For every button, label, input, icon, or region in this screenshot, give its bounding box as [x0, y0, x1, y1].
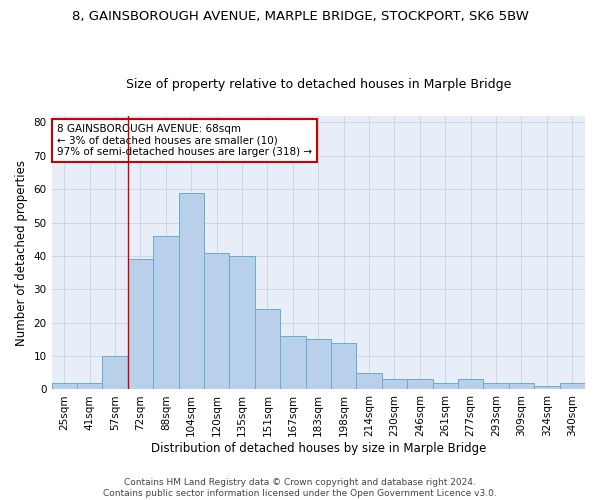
Bar — [280, 336, 305, 390]
Bar — [407, 380, 433, 390]
Text: 8 GAINSBOROUGH AVENUE: 68sqm
← 3% of detached houses are smaller (10)
97% of sem: 8 GAINSBOROUGH AVENUE: 68sqm ← 3% of det… — [57, 124, 312, 157]
Bar — [382, 380, 407, 390]
X-axis label: Distribution of detached houses by size in Marple Bridge: Distribution of detached houses by size … — [151, 442, 486, 455]
Bar — [103, 356, 128, 390]
Bar — [204, 252, 229, 390]
Bar — [560, 383, 585, 390]
Title: Size of property relative to detached houses in Marple Bridge: Size of property relative to detached ho… — [125, 78, 511, 91]
Bar — [52, 383, 77, 390]
Bar — [458, 380, 484, 390]
Bar — [179, 192, 204, 390]
Bar — [255, 310, 280, 390]
Text: 8, GAINSBOROUGH AVENUE, MARPLE BRIDGE, STOCKPORT, SK6 5BW: 8, GAINSBOROUGH AVENUE, MARPLE BRIDGE, S… — [71, 10, 529, 23]
Text: Contains HM Land Registry data © Crown copyright and database right 2024.
Contai: Contains HM Land Registry data © Crown c… — [103, 478, 497, 498]
Bar — [509, 383, 534, 390]
Bar — [484, 383, 509, 390]
Bar — [229, 256, 255, 390]
Bar — [305, 340, 331, 390]
Bar — [356, 373, 382, 390]
Bar — [153, 236, 179, 390]
Bar — [534, 386, 560, 390]
Bar — [128, 260, 153, 390]
Bar — [433, 383, 458, 390]
Bar — [331, 342, 356, 390]
Bar — [77, 383, 103, 390]
Y-axis label: Number of detached properties: Number of detached properties — [15, 160, 28, 346]
